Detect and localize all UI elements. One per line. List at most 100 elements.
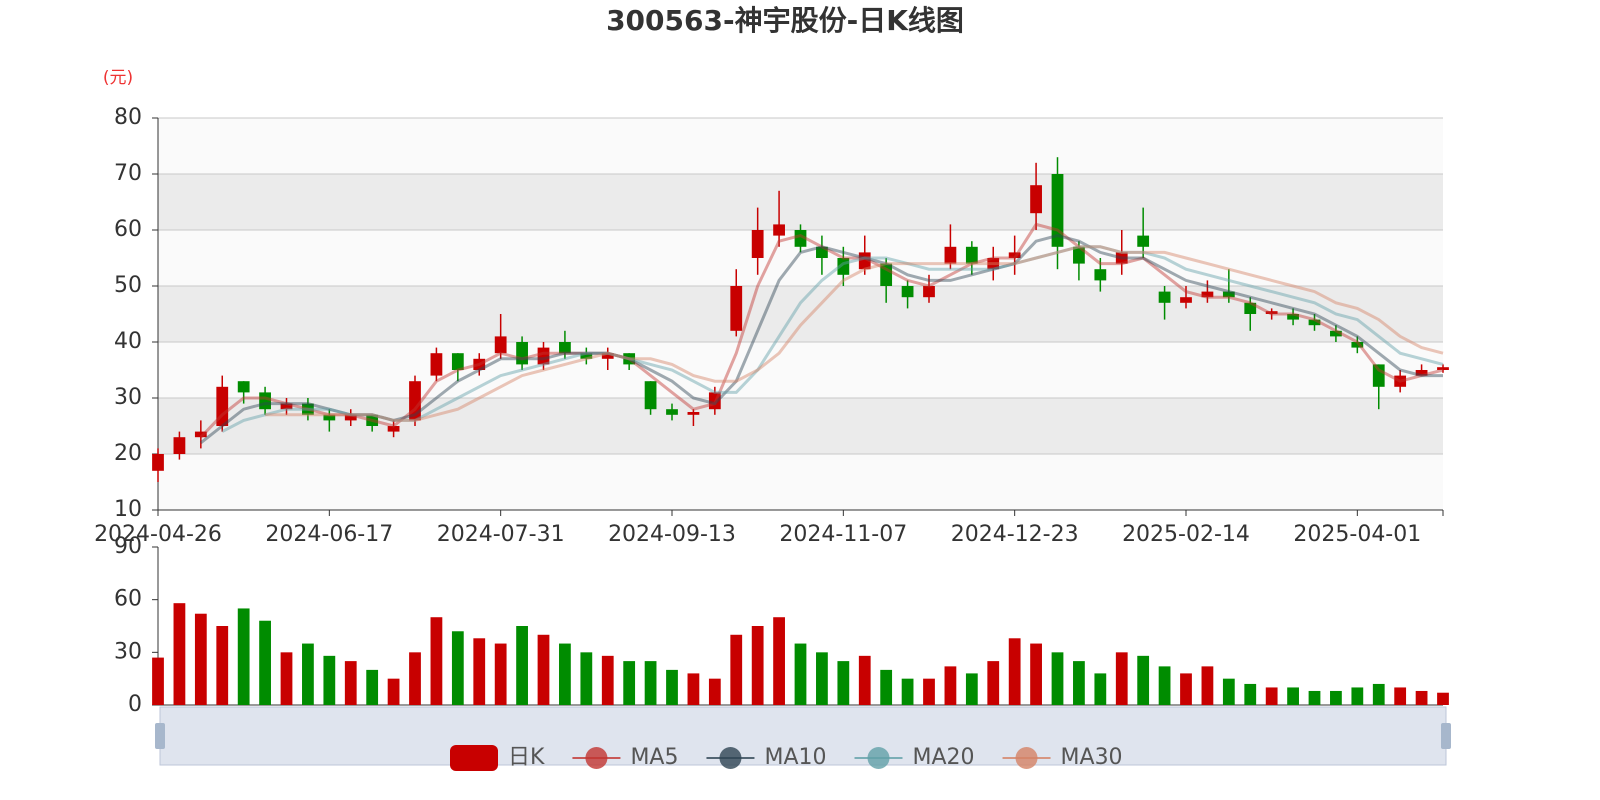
ma-line <box>265 245 1444 422</box>
candle <box>451 353 464 382</box>
candle <box>494 314 507 359</box>
candle-body <box>216 386 229 426</box>
candle <box>1073 241 1085 281</box>
y-tick-label: 20 <box>114 441 142 466</box>
legend-item[interactable]: MA5 <box>572 745 678 770</box>
volume-bar <box>1265 687 1278 705</box>
candle <box>1244 297 1257 331</box>
volume-bar <box>1415 690 1428 705</box>
legend-item[interactable]: 日K <box>450 745 545 771</box>
candle-body <box>1330 330 1342 337</box>
ma-line <box>199 222 1444 439</box>
volume-bar <box>1073 661 1085 705</box>
candle <box>409 375 421 426</box>
volume-bar <box>644 661 657 705</box>
volume-bar <box>773 617 785 705</box>
volume-bar <box>1244 683 1257 705</box>
y-tick-label: 30 <box>114 385 142 410</box>
candle-body <box>1051 174 1064 247</box>
volume-bar <box>387 678 400 705</box>
zoom-slider[interactable] <box>159 706 1447 766</box>
candle-body <box>516 342 528 365</box>
candle-body <box>1158 291 1171 303</box>
candle-body <box>302 403 314 415</box>
legend-label: MA10 <box>764 745 826 770</box>
volume-bar <box>451 631 464 705</box>
candle <box>280 398 293 415</box>
candle-body <box>730 286 743 331</box>
volume-bar <box>601 655 614 705</box>
candle <box>987 246 1000 281</box>
candle-body <box>666 409 678 415</box>
candle <box>1265 308 1278 320</box>
volume-bar <box>666 669 678 705</box>
x-tick-label: 2024-07-31 <box>437 522 565 547</box>
volume-bar <box>1030 643 1042 705</box>
legend-swatch <box>1015 747 1038 769</box>
volume-bar <box>1180 673 1192 705</box>
legend-item[interactable]: MA20 <box>854 745 975 770</box>
candle-body <box>751 230 764 258</box>
candle <box>1008 235 1021 275</box>
candle <box>1287 308 1299 326</box>
volume-bar <box>623 661 636 705</box>
volume-bar <box>1158 666 1171 705</box>
volume-bar <box>537 634 550 705</box>
volume-bar <box>1287 687 1299 705</box>
candle-body <box>1437 367 1449 370</box>
zoom-handle[interactable] <box>155 723 165 749</box>
zoom-handle[interactable] <box>1441 723 1451 749</box>
candle-body <box>644 381 657 410</box>
candle-body <box>1008 252 1021 258</box>
volume-bar <box>837 661 850 705</box>
candle-body <box>708 392 721 410</box>
volume-bar <box>708 678 721 705</box>
candle <box>751 207 764 275</box>
volume-bar <box>1372 683 1385 705</box>
candle <box>366 414 379 432</box>
volume-bar <box>944 666 957 705</box>
candle-body <box>537 347 550 365</box>
volume-bar <box>1330 690 1342 705</box>
volume-bar <box>1094 673 1107 705</box>
candle-body <box>923 286 935 298</box>
chart-title: 300563-神宇股份-日K线图 <box>606 4 964 37</box>
candle <box>666 403 678 421</box>
candle <box>773 190 785 247</box>
y-tick-label: 60 <box>114 587 142 612</box>
volume-bar <box>1051 652 1064 705</box>
candle-body <box>409 381 421 421</box>
candle-body <box>601 353 614 359</box>
candle-body <box>794 230 807 247</box>
candle-body <box>259 392 271 410</box>
volume-bar <box>344 661 357 705</box>
legend-label: MA30 <box>1061 745 1123 770</box>
volume-bar <box>173 603 186 705</box>
volume-bar <box>216 626 229 705</box>
y-tick-label: 90 <box>114 534 142 559</box>
volume-bar <box>237 608 250 705</box>
volume-bar <box>194 613 207 705</box>
legend-item[interactable]: MA10 <box>706 745 827 770</box>
candle-body <box>451 353 464 370</box>
volume-bar <box>580 652 593 705</box>
ma-line <box>199 234 1443 444</box>
candle-body <box>387 426 400 432</box>
candle <box>1115 230 1128 275</box>
x-tick-label: 2024-11-07 <box>779 522 907 547</box>
legend-item[interactable]: MA30 <box>1002 745 1123 770</box>
volume-bar <box>1394 687 1407 705</box>
legend-swatch <box>867 747 890 769</box>
y-tick-label: 0 <box>128 692 142 717</box>
candle <box>965 241 978 275</box>
candle-body <box>1244 302 1257 314</box>
volume-bar <box>430 617 443 705</box>
candle <box>1030 162 1042 230</box>
x-tick-label: 2025-04-01 <box>1293 522 1421 547</box>
volume-bar <box>494 643 507 705</box>
legend-swatch <box>719 747 742 769</box>
candle-body <box>1030 185 1042 214</box>
candle-body <box>965 246 978 264</box>
candle <box>1137 207 1150 258</box>
